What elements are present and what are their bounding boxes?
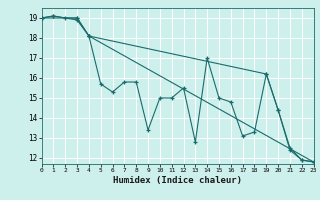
X-axis label: Humidex (Indice chaleur): Humidex (Indice chaleur) xyxy=(113,176,242,185)
